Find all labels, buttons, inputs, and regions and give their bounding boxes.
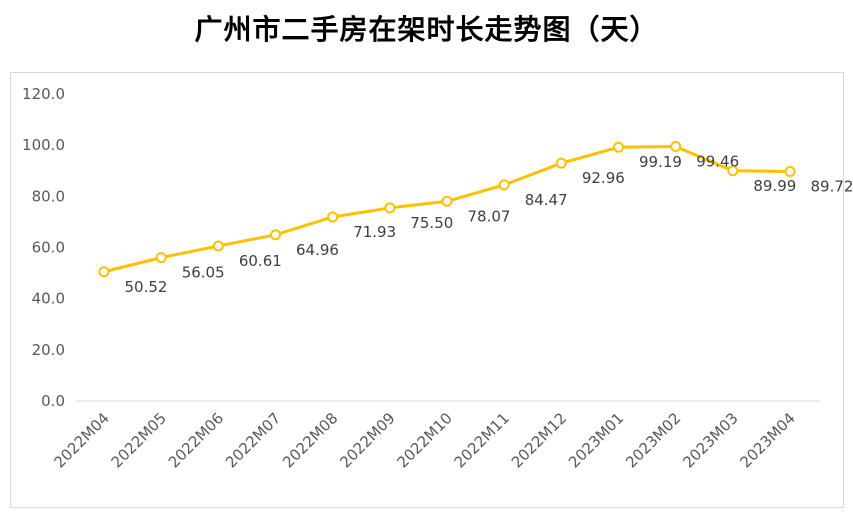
data-label: 99.46: [696, 153, 739, 171]
x-tick-label: 2022M04: [50, 409, 112, 471]
x-tick-label: 2022M06: [165, 409, 227, 471]
x-tick-label: 2022M11: [451, 409, 513, 471]
data-point: [327, 211, 339, 223]
data-label: 89.72: [811, 177, 853, 195]
data-point: [270, 229, 281, 241]
data-point: [670, 141, 682, 153]
x-tick-label: 2023M03: [679, 409, 741, 471]
data-point: [784, 165, 796, 177]
data-label: 84.47: [525, 191, 568, 209]
data-label: 64.96: [296, 241, 339, 259]
data-point: [212, 240, 224, 252]
data-point: [155, 252, 167, 264]
x-tick-label: 2022M05: [108, 409, 170, 471]
x-tick-label: 2022M07: [222, 409, 284, 471]
data-label: 89.99: [753, 177, 796, 195]
y-tick-label: 40.0: [32, 290, 65, 308]
x-tick-label: 2022M10: [393, 409, 455, 471]
data-point: [613, 141, 624, 153]
data-label: 78.07: [468, 207, 511, 225]
data-label: 56.05: [182, 264, 225, 282]
x-tick-label: 2023M02: [622, 409, 684, 471]
data-point: [441, 195, 453, 207]
x-tick-label: 2023M04: [736, 409, 798, 471]
x-tick-label: 2022M09: [336, 409, 398, 471]
x-tick-label: 2022M12: [508, 409, 570, 471]
x-tick-label: 2022M08: [279, 409, 341, 471]
data-point: [98, 266, 110, 278]
y-tick-label: 100.0: [22, 136, 65, 154]
chart-title: 广州市二手房在架时长走势图（天）: [194, 13, 659, 46]
y-tick-label: 0.0: [41, 392, 65, 410]
y-tick-label: 20.0: [32, 341, 65, 359]
data-label: 99.19: [639, 153, 682, 171]
data-label: 60.61: [239, 252, 282, 270]
data-label: 50.52: [125, 278, 168, 296]
y-tick-label: 80.0: [32, 187, 65, 205]
data-label: 71.93: [353, 223, 396, 241]
data-point: [727, 165, 739, 177]
y-tick-label: 120.0: [22, 85, 65, 103]
data-point: [498, 179, 510, 191]
data-label: 75.50: [410, 214, 453, 232]
data-point: [555, 157, 567, 169]
x-tick-label: 2023M01: [565, 409, 627, 471]
data-label: 92.96: [582, 169, 625, 187]
chart-frame: [10, 72, 844, 508]
y-tick-label: 60.0: [32, 239, 65, 257]
series-line: [103, 145, 791, 274]
data-point: [384, 202, 396, 214]
